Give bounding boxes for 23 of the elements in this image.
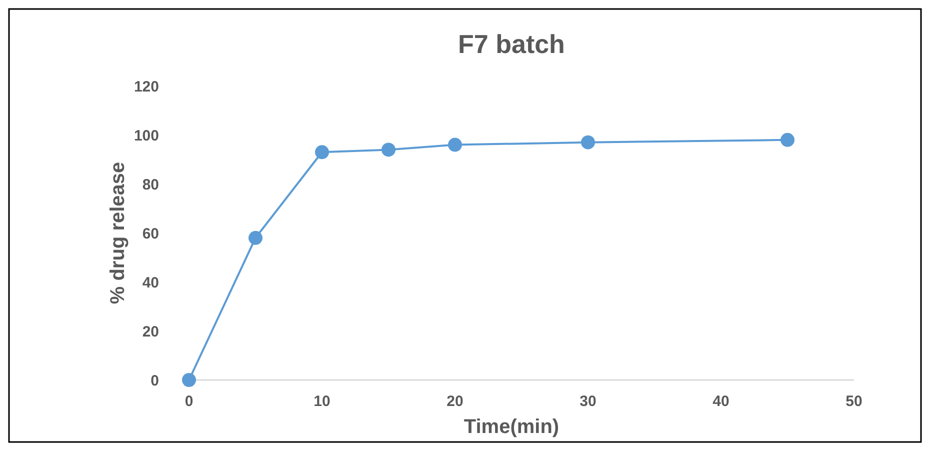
x-tick-label: 0 [184, 393, 194, 410]
point [248, 230, 262, 245]
x-tick-label: 20 [446, 393, 464, 410]
x-tick-label: 50 [846, 393, 862, 410]
point [448, 138, 462, 152]
x-tick-label: 40 [712, 393, 730, 410]
y-tick-label: 80 [142, 176, 159, 194]
point [182, 373, 196, 387]
x-tick-label: 30 [580, 393, 596, 410]
point [382, 142, 396, 157]
y-tick-label: 120 [134, 78, 159, 96]
y-tick-label: 0 [150, 372, 159, 390]
x-axis-title: Time(min) [464, 416, 560, 438]
point [780, 132, 794, 147]
y-tick-label: 100 [134, 127, 159, 144]
y-tick-label: 20 [142, 323, 159, 340]
point [581, 135, 595, 150]
point [315, 145, 329, 160]
x-tick-label: 10 [314, 393, 330, 410]
y-tick-label: 40 [142, 274, 159, 292]
chart-title: F7 batch [458, 29, 565, 59]
y-axis-title: % drug release [107, 162, 129, 304]
y-tick-label: 60 [142, 225, 159, 242]
